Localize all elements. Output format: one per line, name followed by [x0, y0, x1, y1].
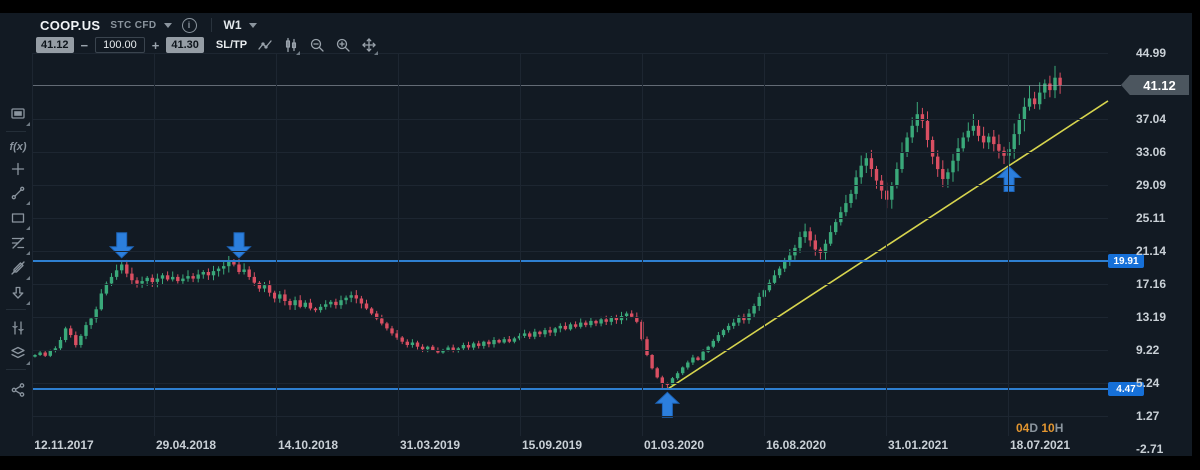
y-axis-label: 21.14 [1136, 243, 1167, 258]
chevron-down-icon[interactable] [248, 22, 257, 28]
x-axis-date-label: 29.04.2018 [155, 438, 217, 452]
horizontal-gridline [33, 217, 1108, 219]
sltp-button[interactable]: SL/TP [215, 39, 248, 51]
trendline-drawing[interactable] [666, 100, 1109, 390]
info-icon[interactable]: i [181, 17, 197, 33]
y-axis-label: 9.22 [1136, 342, 1160, 357]
compare-instruments-icon[interactable] [7, 317, 29, 339]
order-toolbar: 41.12 − 100.00 + 41.30 SL/TP [36, 35, 379, 55]
horizontal-gridline [33, 316, 1108, 318]
x-axis-date-label: 31.03.2019 [399, 438, 461, 452]
horizontal-gridline [33, 184, 1108, 186]
x-axis-date-label: 14.10.2018 [277, 438, 339, 452]
instrument-header: COOP.US STC CFD i W1 [40, 15, 257, 35]
pan-move-icon[interactable] [360, 37, 379, 55]
horizontal-gridline [33, 52, 1108, 54]
current-price-line [33, 85, 1121, 86]
candle-countdown-timer: 04D 10H [1016, 421, 1064, 435]
line-chart-mode-icon[interactable] [256, 37, 273, 54]
sell-price-button[interactable]: 41.12 [36, 37, 74, 53]
current-price-tag: 41.12 [1121, 75, 1189, 95]
vertical-gridline [642, 53, 643, 436]
chevron-down-icon[interactable] [163, 22, 172, 28]
vertical-gridline [764, 53, 765, 436]
vertical-gridline [886, 53, 887, 436]
horizontal-gridline [33, 118, 1108, 120]
x-axis-date-label: 31.01.2021 [887, 438, 949, 452]
vertical-gridline [154, 53, 155, 436]
vertical-gridline [32, 53, 33, 436]
buy-price-button[interactable]: 41.30 [166, 37, 204, 53]
y-axis-label: 33.06 [1136, 144, 1167, 159]
app-frame: 41.12 19.91 4.47 04D 10H 44.99 37.04 33.06… [0, 13, 1192, 456]
vertical-gridline [276, 53, 277, 436]
y-axis-label: -2.71 [1136, 441, 1164, 456]
share-icon[interactable] [7, 379, 29, 401]
horizontal-gridline [33, 349, 1108, 351]
divider [6, 131, 26, 132]
symbol-name: COOP.US [40, 17, 101, 33]
horizontal-level-line-4-47[interactable] [33, 388, 1108, 391]
horizontal-gridline [33, 151, 1108, 153]
y-axis-label: 1.27 [1136, 408, 1160, 423]
vertical-gridline [520, 53, 521, 436]
x-axis-date-label: 15.09.2019 [521, 438, 583, 452]
horizontal-gridline [33, 415, 1108, 417]
horizontal-gridline [33, 250, 1108, 252]
add-icon[interactable] [7, 158, 29, 180]
instrument-type: STC CFD [110, 19, 157, 31]
volume-increase-button[interactable]: + [151, 37, 160, 53]
vertical-gridline [1008, 53, 1009, 436]
horizontal-gridline [33, 382, 1108, 384]
y-axis-label: 13.19 [1136, 309, 1167, 324]
chart-layout-icon[interactable] [7, 103, 30, 126]
divider [210, 18, 212, 32]
zoom-out-icon[interactable] [308, 37, 325, 54]
divider [6, 309, 26, 310]
layers-icon[interactable] [7, 342, 30, 365]
up-arrow-marker[interactable] [654, 391, 681, 418]
down-arrow-marker[interactable] [108, 232, 135, 259]
vertical-gridline [398, 53, 399, 436]
eraser-tool-icon[interactable] [7, 257, 30, 280]
down-arrow-marker[interactable] [226, 232, 252, 259]
indicators-icon[interactable]: f(x) [9, 141, 27, 153]
y-axis-label: 44.99 [1136, 45, 1167, 60]
drawing-tools-sidebar: f(x) [0, 69, 32, 469]
divider [6, 369, 26, 370]
y-axis-label: 17.16 [1136, 276, 1167, 291]
volume-input[interactable]: 100.00 [95, 37, 145, 53]
rectangle-tool-icon[interactable] [7, 207, 30, 230]
volume-decrease-button[interactable]: − [80, 37, 89, 53]
x-axis-date-label: 12.11.2017 [34, 438, 94, 452]
up-arrow-marker[interactable] [996, 165, 1022, 192]
chart-area[interactable]: 41.12 19.91 4.47 04D 10H 44.99 37.04 33.06… [0, 13, 1192, 456]
y-axis-label: 5.24 [1136, 375, 1160, 390]
level-price-badge: 4.47 [1108, 382, 1144, 397]
y-axis-label: 25.11 [1136, 210, 1166, 225]
horizontal-gridline [33, 283, 1108, 285]
horizontal-level-line-19-91[interactable] [33, 260, 1108, 263]
x-axis-date-label: 16.08.2020 [765, 438, 827, 452]
x-axis-date-label: 01.03.2020 [643, 438, 705, 452]
y-axis-label: 29.09 [1136, 177, 1167, 192]
download-arrow-icon[interactable] [7, 282, 30, 305]
zoom-in-icon[interactable] [334, 37, 351, 54]
y-axis-label: 37.04 [1136, 111, 1167, 126]
trendline-tool-icon[interactable] [7, 182, 30, 205]
candlestick-mode-icon[interactable] [282, 37, 301, 55]
level-price-badge: 19.91 [1108, 254, 1144, 269]
fibonacci-tool-icon[interactable] [7, 232, 30, 255]
x-axis-date-label: 18.07.2021 [1009, 438, 1071, 452]
period-selector[interactable]: W1 [223, 18, 242, 32]
